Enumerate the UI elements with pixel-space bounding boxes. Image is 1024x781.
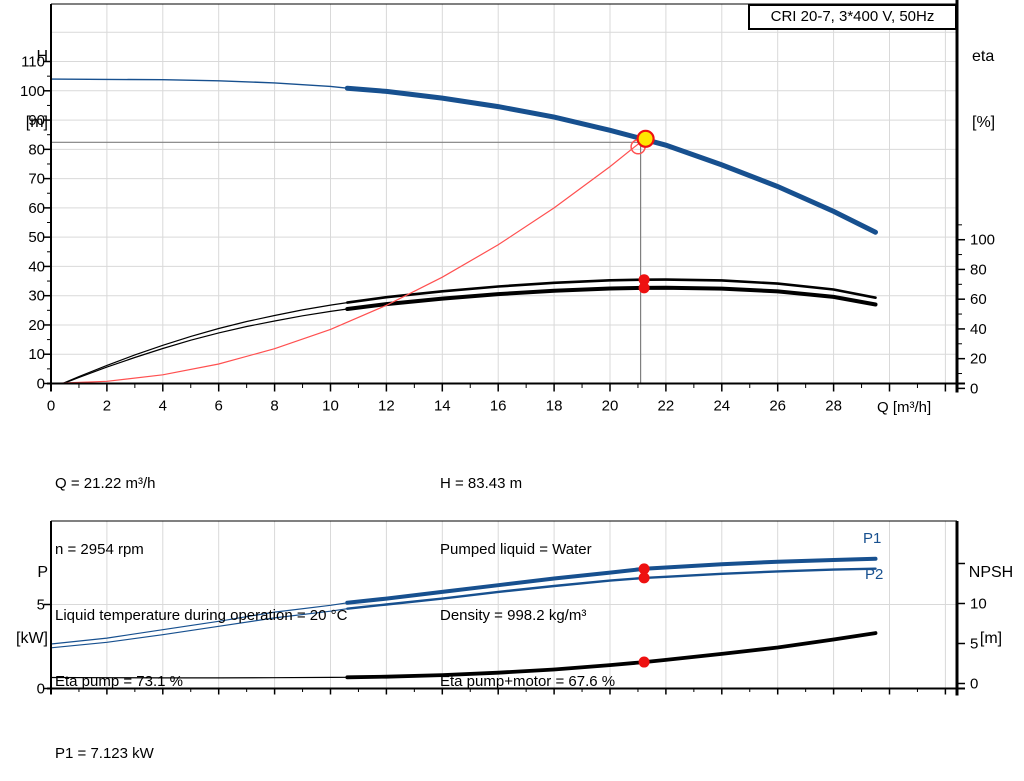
q-axis-title: Q [m³/h] (877, 399, 932, 416)
h-axis-title-line2: [m] (25, 114, 48, 131)
curve-eta_pump-thick[interactable] (346, 278, 877, 304)
q-axis-tick-label: 12 (378, 398, 395, 415)
eta-axis-tick-label: 40 (970, 321, 987, 338)
npsh-axis-tick-label: 5 (970, 636, 978, 653)
q-axis-tick-label: 22 (658, 398, 675, 415)
q-axis-tick-label: 18 (546, 398, 563, 415)
info-h: H = 83.43 m (440, 475, 523, 492)
p-axis-tick-label: 5 (37, 597, 45, 614)
h-axis-tick-label: 90 (28, 112, 45, 129)
info-block-bottom: P1 = 7.123 kW P2 = 6.586 kW NPSH = 2.68 … (55, 699, 160, 781)
p-axis-title-line2: [kW] (16, 630, 48, 647)
curve-eta_pump_motor-thick[interactable] (345, 285, 878, 311)
p-axis-title: P [kW] (6, 518, 48, 694)
npsh-axis-title-line2: [m] (979, 630, 1003, 647)
q-axis-tick-label: 0 (47, 398, 55, 415)
npsh-duty-dot[interactable] (638, 656, 650, 668)
info-eta-pump-motor: Eta pump+motor = 67.6 % (440, 673, 616, 690)
curve-system_curve[interactable] (51, 138, 645, 384)
curve-H_curve-thin[interactable] (51, 78, 348, 89)
npsh-axis-title: NPSH [m] (964, 518, 1018, 694)
h-axis-tick-label: 50 (28, 229, 45, 246)
h-axis-tick-label: 80 (28, 141, 45, 158)
info-density: Density = 998.2 kg/m³ (440, 607, 587, 624)
q-axis-tick-label: 14 (434, 398, 451, 415)
h-axis-tick-label: 70 (28, 171, 45, 188)
h-axis-tick-label: 30 (28, 288, 45, 305)
npsh-axis-tick-label: 0 (970, 676, 978, 693)
curve-P2-thin[interactable] (51, 608, 348, 649)
curve-P1-thin[interactable] (51, 602, 348, 645)
q-axis-tick-label: 2 (103, 398, 111, 415)
h-axis-tick-label: 10 (28, 346, 45, 363)
info-eta-pump: Eta pump = 73.1 % (55, 673, 183, 690)
eta-pump-motor-duty-dot[interactable] (638, 282, 650, 294)
h-axis-tick-label: 40 (28, 258, 45, 275)
curve-NPSH-thin[interactable] (51, 676, 348, 679)
curve-eta_pump_motor-thin[interactable] (51, 308, 348, 388)
eta-axis-tick-label: 80 (970, 261, 987, 278)
q-axis-tick-label: 24 (713, 398, 730, 415)
p-axis-title-line1: P (37, 564, 48, 581)
info-liquid-temp: Liquid temperature during operation = 20… (55, 607, 348, 624)
q-axis-tick-label: 6 (215, 398, 223, 415)
curve-P2-thick[interactable] (346, 567, 877, 610)
info-block-left: Q = 21.22 m³/h n = 2954 rpm Liquid tempe… (55, 429, 347, 737)
h-axis-title-line1: H (36, 48, 48, 65)
q-axis-tick-label: 8 (270, 398, 278, 415)
eta-axis-title: eta [%] (972, 2, 1022, 178)
curve-P1-thick[interactable] (345, 556, 878, 605)
q-axis-tick-label: 10 (322, 398, 339, 415)
eta-axis-tick-label: 0 (970, 380, 978, 397)
q-axis-tick-label: 4 (159, 398, 167, 415)
curve-NPSH-thick[interactable] (345, 631, 878, 680)
curve-eta_pump-thin[interactable] (51, 302, 348, 389)
info-n: n = 2954 rpm (55, 541, 144, 558)
p2-duty-dot[interactable] (638, 572, 650, 584)
info-block-right: H = 83.43 m Pumped liquid = Water Densit… (440, 429, 615, 737)
duty-point-marker[interactable] (636, 129, 655, 148)
eta-axis-tick-label: 100 (970, 232, 995, 249)
p-axis-tick-label: 0 (37, 681, 45, 698)
h-axis-title: H [m] (6, 2, 48, 178)
h-axis-tick-label: 100 (20, 83, 45, 100)
p2-curve-label: P2 (865, 566, 884, 583)
info-pumped-liquid: Pumped liquid = Water (440, 541, 592, 558)
eta-axis-tick-label: 20 (970, 351, 987, 368)
h-axis-tick-label: 20 (28, 317, 45, 334)
eta-axis-tick-label: 60 (970, 291, 987, 308)
h-axis-tick-label: 60 (28, 200, 45, 217)
q-axis-tick-label: 28 (825, 398, 842, 415)
eta-axis-title-line1: eta (972, 48, 995, 65)
h-axis-tick-label: 110 (21, 54, 45, 71)
eta-axis-title-line2: [%] (972, 114, 996, 131)
p1-curve-label: P1 (863, 530, 882, 547)
q-axis-tick-label: 20 (602, 398, 619, 415)
info-q: Q = 21.22 m³/h (55, 475, 156, 492)
curve-H_curve-thick[interactable] (344, 85, 878, 235)
info-p1: P1 = 7.123 kW (55, 745, 154, 762)
eta-pump-duty-dot[interactable] (638, 274, 650, 286)
q-axis-tick-label: 16 (490, 398, 507, 415)
p1-duty-dot[interactable] (638, 563, 650, 575)
npsh-axis-tick-label: 10 (970, 596, 987, 613)
h-axis-tick-label: 0 (37, 376, 45, 393)
q-axis-tick-label: 26 (769, 398, 786, 415)
pump-title-box: CRI 20-7, 3*400 V, 50Hz (748, 4, 957, 30)
npsh-axis-title-line1: NPSH (968, 564, 1014, 581)
